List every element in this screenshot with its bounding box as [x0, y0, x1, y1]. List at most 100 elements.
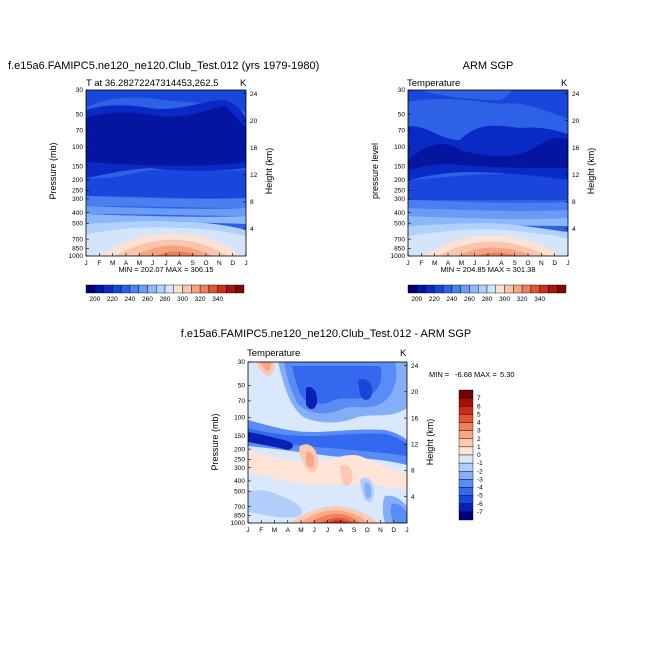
colorbar-swatch — [120, 284, 131, 294]
colorbar-swatch — [539, 284, 549, 294]
model-y-label-right: Height (km) — [264, 148, 274, 195]
y-tick-label: 850 — [394, 246, 405, 253]
colorbar-swatch — [458, 397, 474, 407]
y-tick-label: 1000 — [231, 520, 246, 527]
colorbar-swatch — [199, 284, 210, 294]
colorbar-swatch — [495, 284, 505, 294]
colorbar-swatch — [235, 284, 245, 294]
x-tick-label: D — [552, 260, 557, 267]
colorbar-swatch — [103, 284, 113, 294]
obs-panel: ARM SGP Temperature K J F M A M J J A S O N D J 30 50… — [370, 60, 596, 303]
colorbar-swatch — [486, 284, 496, 294]
colorbar-swatch — [478, 284, 488, 294]
y-tick-label: 1000 — [391, 253, 406, 260]
y-tick-label: 150 — [234, 433, 245, 440]
diff-subtitle-left: Temperature — [247, 348, 300, 359]
colorbar-label: 260 — [464, 296, 475, 303]
y-tick-label: 250 — [394, 188, 405, 195]
height-tick-label: 12 — [411, 441, 419, 448]
diff-max-value: 5.30 — [500, 370, 515, 379]
model-y-axis-right: 24 20 16 12 8 4 — [243, 91, 258, 233]
y-tick-label: 250 — [72, 188, 83, 195]
colorbar-swatch — [458, 495, 474, 504]
colorbar-label: -1 — [477, 460, 483, 467]
x-tick-label: M — [432, 260, 437, 267]
colorbar-swatch — [458, 438, 474, 448]
y-tick-label: 100 — [234, 414, 245, 421]
y-tick-label: 30 — [398, 87, 406, 94]
x-tick-label: O — [525, 260, 530, 267]
x-tick-label: O — [365, 527, 370, 534]
colorbar-label: 0 — [477, 452, 481, 459]
model-colorbar: 200 220 240 260 280 300 320 340 — [85, 284, 245, 303]
obs-min-max: MIN = 204.85 MAX = 301.38 — [440, 265, 535, 274]
colorbar-swatch — [458, 471, 474, 480]
colorbar-label: 300 — [177, 296, 188, 303]
colorbar-swatch — [458, 389, 474, 399]
colorbar-label: -2 — [477, 468, 483, 475]
colorbar-label: 300 — [499, 296, 510, 303]
x-tick-label: D — [230, 260, 235, 267]
height-tick-label: 16 — [411, 415, 419, 422]
colorbar-label: 220 — [107, 296, 118, 303]
x-tick-label: N — [539, 260, 544, 267]
x-tick-label: J — [164, 260, 167, 267]
x-tick-label: J — [246, 527, 249, 534]
x-tick-label: A — [124, 260, 129, 267]
colorbar-swatch — [147, 284, 157, 294]
colorbar-label: -3 — [477, 476, 483, 483]
height-tick-label: 20 — [250, 118, 258, 125]
colorbar-swatch — [557, 284, 567, 294]
colorbar-swatch — [156, 284, 166, 294]
colorbar-swatch — [217, 284, 227, 294]
height-tick-label: 8 — [572, 199, 576, 206]
x-tick-label: A — [446, 260, 451, 267]
y-tick-label: 200 — [394, 177, 405, 184]
diff-y-label-right: Height (km) — [425, 419, 435, 466]
y-tick-label: 50 — [238, 383, 246, 390]
colorbar-swatch — [458, 430, 474, 439]
diff-contour-field — [248, 362, 407, 523]
colorbar-swatch — [182, 284, 192, 294]
diff-y-axis-right: 24 20 16 12 8 4 — [404, 363, 419, 501]
colorbar-swatch — [458, 503, 474, 513]
x-tick-label: A — [339, 527, 344, 534]
diff-min-value: -6.68 — [455, 370, 472, 379]
y-tick-label: 500 — [394, 220, 405, 227]
obs-y-axis-right: 24 20 16 12 8 4 — [565, 91, 580, 233]
x-tick-label: F — [259, 527, 263, 534]
colorbar-swatch — [425, 284, 435, 294]
colorbar-swatch — [173, 284, 183, 294]
y-tick-label: 300 — [72, 196, 83, 203]
height-tick-label: 20 — [411, 389, 419, 396]
x-tick-label: M — [459, 260, 464, 267]
x-tick-label: J — [566, 260, 569, 267]
height-tick-label: 24 — [411, 363, 419, 370]
x-tick-label: F — [97, 260, 101, 267]
colorbar-label: 260 — [142, 296, 153, 303]
colorbar-label: 320 — [517, 296, 528, 303]
diff-title: f.e15a6.FAMIPC5.ne120_ne120.Club_Test.01… — [181, 328, 471, 340]
colorbar-label: -4 — [477, 485, 483, 492]
obs-subtitle-right: K — [561, 78, 568, 89]
x-tick-label: A — [177, 260, 182, 267]
y-tick-label: 200 — [72, 177, 83, 184]
colorbar-label: -6 — [477, 501, 483, 508]
height-tick-label: 8 — [250, 199, 254, 206]
colorbar-swatch — [458, 454, 474, 464]
model-title: f.e15a6.FAMIPC5.ne120_ne120.Club_Test.01… — [8, 60, 319, 72]
x-tick-label: M — [298, 527, 303, 534]
x-tick-label: S — [352, 527, 357, 534]
y-tick-label: 400 — [394, 210, 405, 217]
obs-colorbar: 200 220 240 260 280 300 320 340 — [407, 284, 567, 303]
x-tick-label: A — [499, 260, 504, 267]
obs-y-label-right: Height (km) — [586, 148, 596, 195]
y-tick-label: 850 — [72, 246, 83, 253]
diff-y-label-left: Pressure (mb) — [210, 413, 220, 470]
colorbar-swatch — [208, 284, 218, 294]
